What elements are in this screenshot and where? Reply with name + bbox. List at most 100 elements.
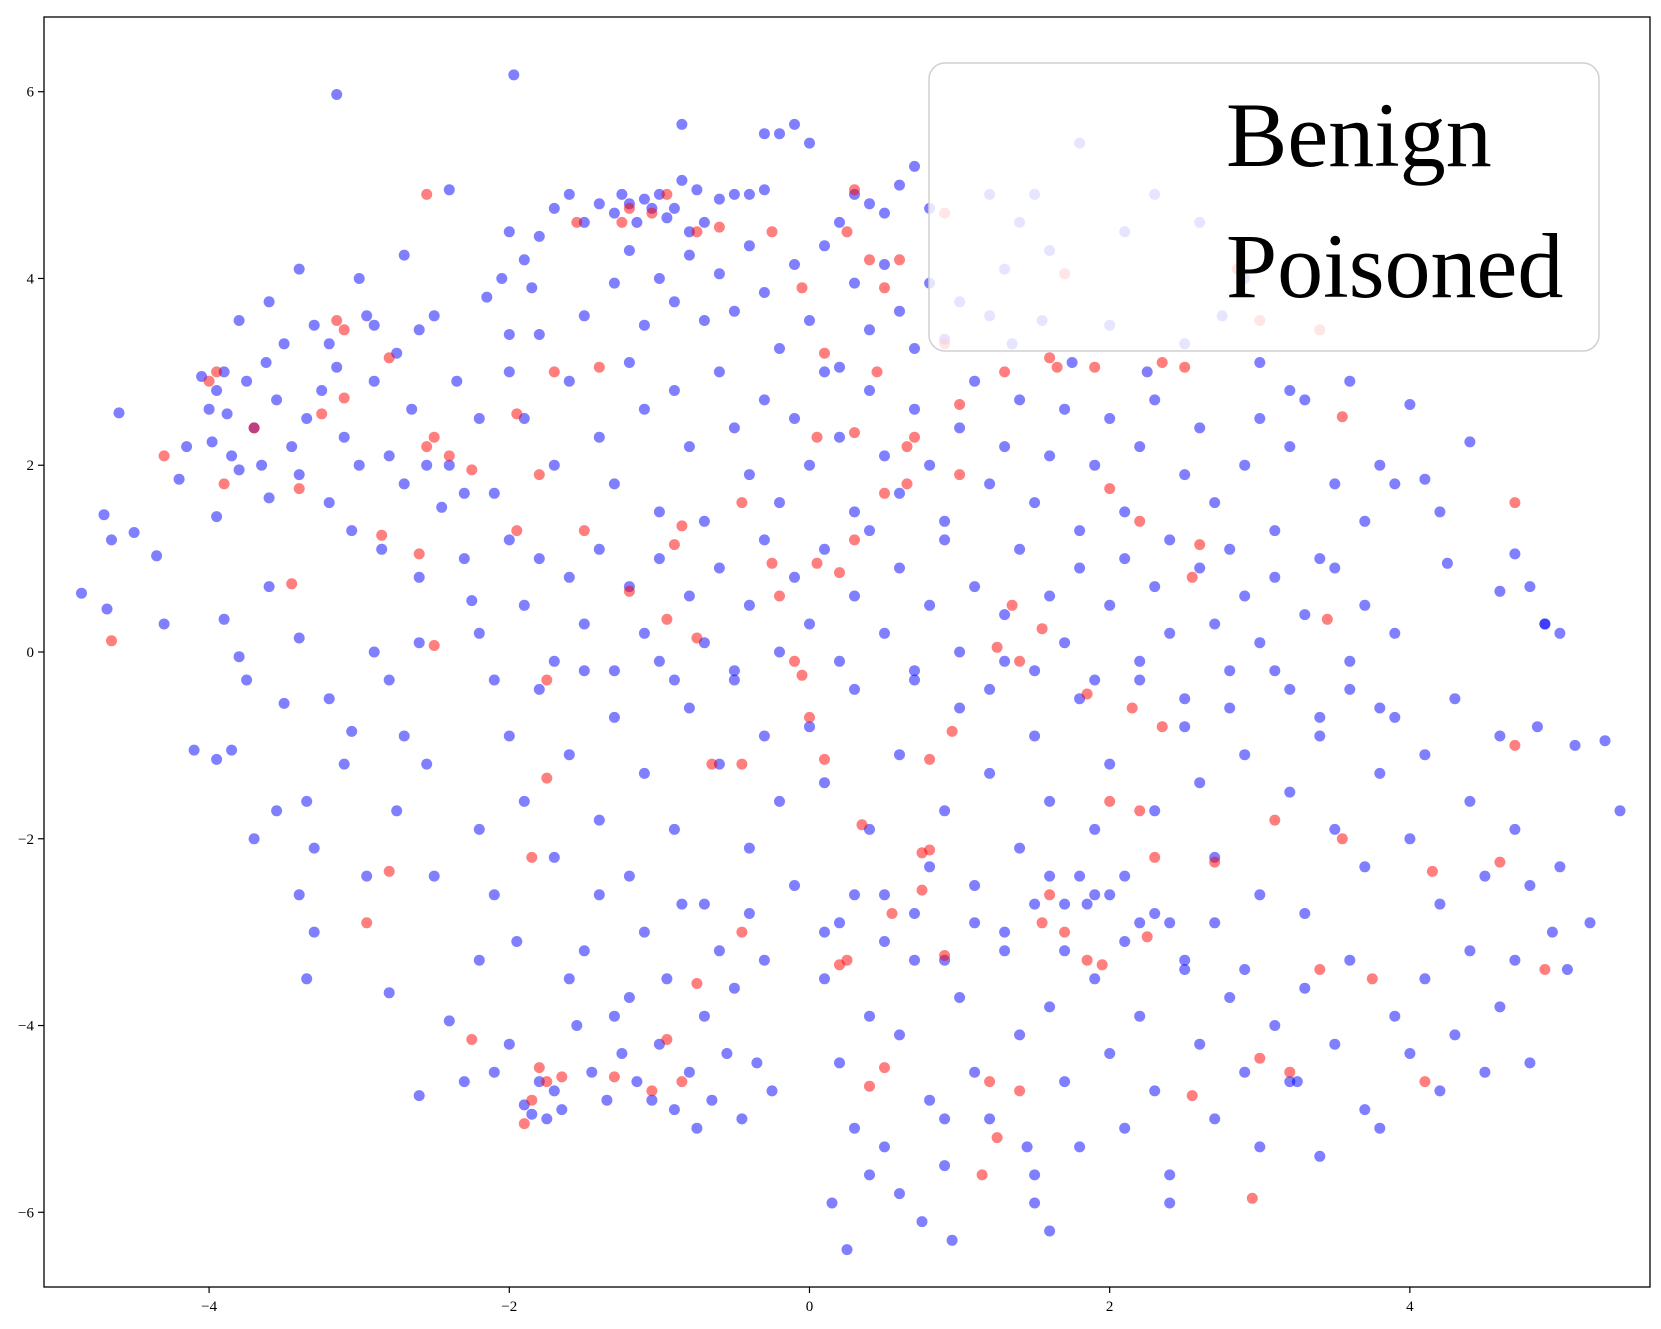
benign-point bbox=[1359, 599, 1371, 611]
benign-point bbox=[1284, 786, 1296, 798]
benign-point bbox=[743, 908, 755, 919]
poisoned-point bbox=[1156, 721, 1168, 733]
benign-point bbox=[1134, 674, 1146, 686]
benign-point bbox=[503, 329, 515, 340]
poisoned-point bbox=[286, 578, 298, 590]
benign-point bbox=[1194, 777, 1206, 789]
benign-point bbox=[368, 375, 380, 387]
benign-point bbox=[909, 954, 920, 966]
benign-point bbox=[1419, 473, 1431, 485]
benign-point bbox=[1066, 357, 1078, 368]
poisoned-point bbox=[1254, 1052, 1266, 1064]
benign-point bbox=[526, 282, 538, 294]
benign-point bbox=[668, 674, 680, 686]
benign-point bbox=[346, 725, 358, 737]
benign-point bbox=[661, 212, 673, 224]
benign-point bbox=[286, 441, 298, 453]
benign-point bbox=[1479, 870, 1491, 882]
poisoned-point bbox=[766, 226, 778, 238]
poisoned-point bbox=[1426, 865, 1438, 877]
benign-point bbox=[653, 506, 665, 518]
benign-point bbox=[676, 898, 688, 910]
benign-point bbox=[488, 1066, 500, 1078]
benign-point bbox=[263, 492, 275, 504]
benign-point bbox=[713, 268, 725, 280]
benign-point bbox=[1344, 375, 1356, 387]
benign-point bbox=[1404, 833, 1416, 845]
benign-point bbox=[1404, 1048, 1416, 1059]
benign-point bbox=[593, 814, 605, 826]
benign-point bbox=[864, 1169, 875, 1181]
benign-point bbox=[1546, 926, 1558, 938]
poisoned-point bbox=[203, 375, 215, 387]
benign-point bbox=[1119, 870, 1131, 882]
benign-point bbox=[1449, 693, 1461, 705]
legend: Benign Poisoned bbox=[928, 62, 1600, 352]
benign-point bbox=[226, 450, 238, 462]
benign-point bbox=[1269, 665, 1281, 677]
benign-point bbox=[1164, 1197, 1176, 1209]
benign-point bbox=[1269, 525, 1281, 537]
poisoned-point bbox=[1149, 851, 1161, 863]
benign-point bbox=[1044, 1001, 1056, 1013]
benign-point bbox=[879, 450, 890, 462]
poisoned-point bbox=[1051, 361, 1063, 373]
benign-point bbox=[1254, 413, 1266, 424]
poisoned-point bbox=[1284, 1066, 1296, 1078]
benign-point bbox=[1509, 954, 1521, 966]
y-tick-label: 2 bbox=[27, 458, 35, 474]
benign-point bbox=[503, 226, 515, 238]
benign-point bbox=[533, 329, 545, 340]
benign-point bbox=[668, 1104, 680, 1116]
x-tick-label: 0 bbox=[806, 1299, 814, 1315]
benign-point bbox=[728, 982, 740, 994]
poisoned-point bbox=[338, 324, 350, 336]
benign-point bbox=[969, 1066, 981, 1078]
benign-point bbox=[698, 898, 710, 910]
benign-point bbox=[743, 469, 755, 481]
benign-point bbox=[1344, 655, 1356, 667]
benign-point bbox=[1239, 459, 1251, 471]
benign-point bbox=[1021, 1141, 1033, 1153]
benign-point bbox=[826, 1197, 838, 1209]
benign-point bbox=[593, 198, 605, 210]
poisoned-point bbox=[578, 525, 590, 537]
benign-point bbox=[428, 310, 440, 322]
benign-point bbox=[864, 525, 875, 537]
benign-point bbox=[1014, 394, 1026, 406]
points-layer bbox=[76, 69, 1626, 1256]
benign-point bbox=[728, 188, 740, 200]
benign-point bbox=[909, 160, 920, 172]
benign-point bbox=[1494, 730, 1506, 742]
benign-point bbox=[1374, 702, 1386, 714]
benign-point bbox=[106, 534, 117, 546]
benign-point bbox=[293, 263, 305, 275]
benign-point bbox=[233, 651, 245, 663]
benign-point bbox=[263, 296, 275, 308]
benign-point bbox=[1074, 525, 1086, 537]
poisoned-point bbox=[571, 216, 583, 228]
y-tick-label: −2 bbox=[18, 832, 34, 848]
benign-point bbox=[1329, 1038, 1341, 1050]
benign-point bbox=[428, 870, 440, 882]
benign-point bbox=[834, 655, 845, 667]
benign-point bbox=[999, 655, 1011, 667]
benign-point bbox=[1104, 599, 1116, 611]
benign-point bbox=[1059, 637, 1071, 649]
poisoned-point bbox=[1141, 931, 1153, 943]
benign-point bbox=[503, 730, 515, 742]
benign-point bbox=[668, 202, 680, 214]
benign-point bbox=[894, 749, 905, 761]
benign-point bbox=[1209, 618, 1221, 630]
poisoned-point bbox=[1321, 613, 1333, 625]
benign-point bbox=[1029, 730, 1041, 742]
benign-point bbox=[556, 1104, 568, 1116]
benign-point bbox=[894, 305, 905, 317]
poisoned-point bbox=[691, 978, 703, 989]
benign-point bbox=[488, 889, 500, 901]
benign-point bbox=[999, 926, 1011, 938]
benign-point bbox=[713, 193, 725, 205]
benign-point bbox=[728, 422, 740, 434]
poisoned-point bbox=[1336, 833, 1348, 845]
benign-point bbox=[864, 1010, 875, 1022]
